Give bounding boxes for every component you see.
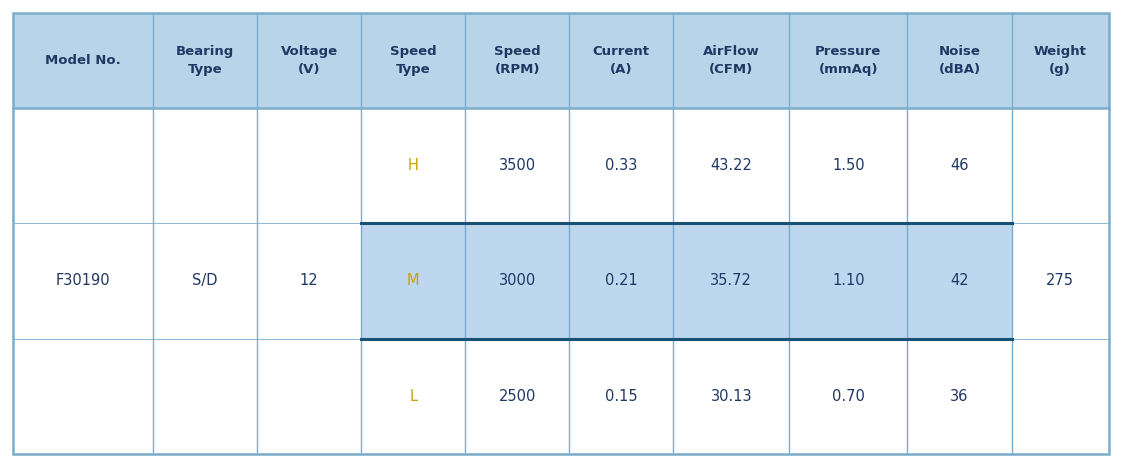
Text: 43.22: 43.22 <box>710 158 752 173</box>
Bar <box>13 13 1109 108</box>
Text: 30.13: 30.13 <box>710 389 752 404</box>
Text: Speed
Type: Speed Type <box>389 45 436 76</box>
Text: 0.70: 0.70 <box>831 389 865 404</box>
Text: Current
(A): Current (A) <box>592 45 650 76</box>
Text: 0.33: 0.33 <box>605 158 637 173</box>
Text: 36: 36 <box>950 389 968 404</box>
Text: Bearing
Type: Bearing Type <box>176 45 234 76</box>
Text: S/D: S/D <box>192 273 218 289</box>
Text: 1.50: 1.50 <box>833 158 865 173</box>
Text: 12: 12 <box>300 273 319 289</box>
Text: Speed
(RPM): Speed (RPM) <box>494 45 541 76</box>
Text: Voltage
(V): Voltage (V) <box>280 45 338 76</box>
Text: Pressure
(mmAq): Pressure (mmAq) <box>816 45 882 76</box>
Text: 3500: 3500 <box>498 158 536 173</box>
Bar <box>361 223 1012 339</box>
Text: 1.10: 1.10 <box>833 273 865 289</box>
Text: 46: 46 <box>950 158 968 173</box>
Text: 275: 275 <box>1046 273 1074 289</box>
Text: AirFlow
(CFM): AirFlow (CFM) <box>702 45 760 76</box>
Text: H: H <box>407 158 419 173</box>
Text: Noise
(dBA): Noise (dBA) <box>938 45 981 76</box>
Text: Model No.: Model No. <box>45 54 121 67</box>
Text: 35.72: 35.72 <box>710 273 752 289</box>
Text: F30190: F30190 <box>56 273 111 289</box>
Text: Weight
(g): Weight (g) <box>1033 45 1086 76</box>
Text: 2500: 2500 <box>498 389 536 404</box>
Text: L: L <box>410 389 417 404</box>
Text: 0.15: 0.15 <box>605 389 637 404</box>
Text: 0.21: 0.21 <box>605 273 637 289</box>
Text: 3000: 3000 <box>498 273 536 289</box>
Text: 42: 42 <box>950 273 968 289</box>
Text: M: M <box>407 273 420 289</box>
